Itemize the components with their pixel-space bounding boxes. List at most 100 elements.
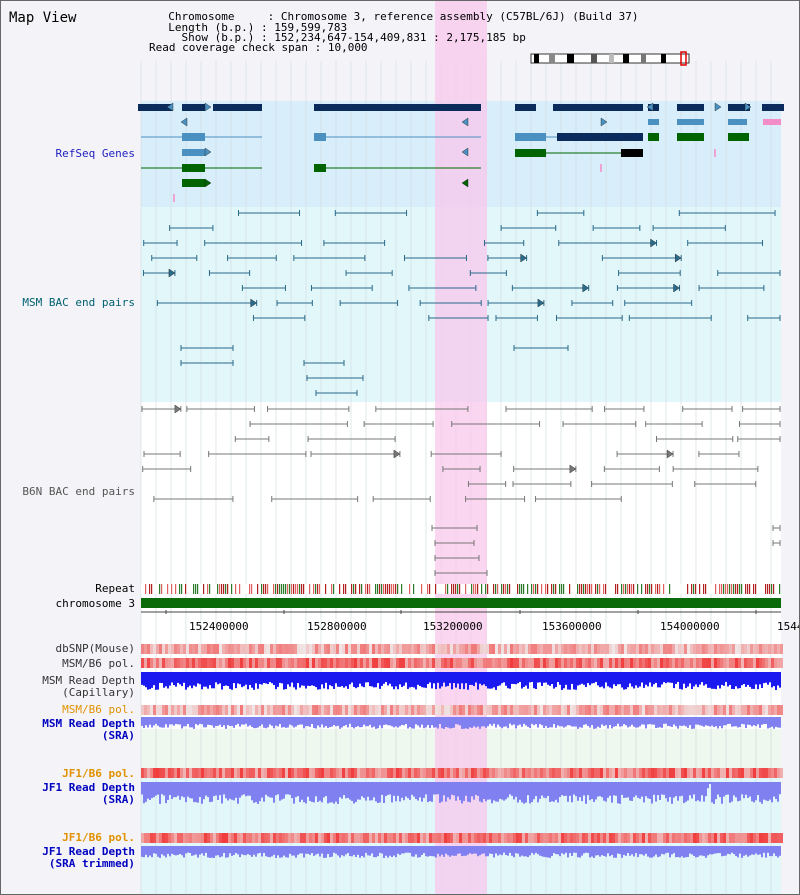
repeat-element [225,584,227,594]
repeat-element [589,584,591,594]
depth-bar [555,782,557,800]
depth-bar [385,846,387,856]
depth-bar [765,717,767,724]
depth-bar [457,717,459,725]
depth-bar [397,846,399,854]
heat-cell [348,658,351,668]
depth-bar [697,846,699,857]
depth-bar [607,782,609,798]
depth-bar [313,672,315,686]
heat-cell [156,658,159,668]
depth-bar [547,846,549,858]
heat-cell [429,833,432,843]
depth-bar [763,846,765,853]
depth-bar [671,782,673,804]
depth-bar [745,672,747,687]
depth-bar [173,846,175,855]
heat-cell [225,644,228,654]
depth-bar [287,672,289,685]
depth-bar [529,782,531,804]
depth-bar [245,717,247,724]
heat-cell [666,705,669,715]
depth-bar [359,846,361,858]
heat-cell [186,768,189,778]
depth-bar [661,782,663,795]
heat-cell [705,644,708,654]
heat-cell [654,768,657,778]
repeat-element [219,584,221,594]
heat-cell [222,658,225,668]
heat-cell [495,833,498,843]
heat-cell [372,644,375,654]
heat-cell [282,644,285,654]
depth-bar [141,672,143,685]
heat-cell [426,644,429,654]
heat-cell [552,768,555,778]
depth-bar [621,717,623,727]
depth-bar [619,782,621,804]
heat-cell [369,658,372,668]
heat-cell [387,768,390,778]
depth-bar [193,782,195,803]
depth-bar [291,717,293,726]
heat-cell [645,833,648,843]
heat-cell [243,833,246,843]
heat-cell [330,644,333,654]
depth-bar [141,717,143,726]
repeat-element [501,584,503,594]
depth-bar [699,672,701,685]
heat-cell [528,705,531,715]
heat-cell [579,833,582,843]
depth-bar [511,846,513,856]
repeat-element [429,584,431,594]
depth-bar [575,672,577,690]
depth-bar [393,782,395,796]
depth-bar [721,672,723,685]
heat-cell [774,658,777,668]
depth-bar [639,782,641,799]
heat-cell [321,658,324,668]
heat-cell [261,768,264,778]
refseq-label[interactable]: RefSeq Genes [55,147,135,160]
heat-cell [588,705,591,715]
depth-bar [619,846,621,855]
heat-cell [756,658,759,668]
heat-cell [714,658,717,668]
heat-cell [375,833,378,843]
msm-bac-label[interactable]: MSM BAC end pairs [22,296,135,309]
depth-bar [503,717,505,727]
heat-cell [561,833,564,843]
depth-bar [411,717,413,729]
heat-cell [186,644,189,654]
depth-bar [457,846,459,854]
strand-arrow-icon [646,102,654,112]
depth-bar [599,782,601,797]
depth-bar [303,717,305,729]
heat-cell [483,705,486,715]
repeat-element [629,584,631,594]
b6n-bac-label[interactable]: B6N BAC end pairs [22,485,135,498]
heat-cell [504,705,507,715]
heat-cell [630,705,633,715]
depth-bar [449,672,451,684]
depth-bar [655,717,657,729]
depth-bar [195,846,197,855]
depth-bar [241,846,243,855]
repeat-element [645,584,647,594]
depth-bar [615,717,617,727]
heat-cell [228,833,231,843]
heat-cell [498,705,501,715]
depth-bar [771,846,773,857]
heat-cell [546,768,549,778]
heat-cell [747,658,750,668]
heat-cell [306,705,309,715]
heat-cell [579,705,582,715]
depth-bar [347,672,349,689]
depth-bar [763,782,765,800]
heat-cell [198,705,201,715]
heat-cell [612,658,615,668]
depth-bar [725,846,727,856]
depth-bar [749,782,751,797]
depth-bar [299,846,301,854]
